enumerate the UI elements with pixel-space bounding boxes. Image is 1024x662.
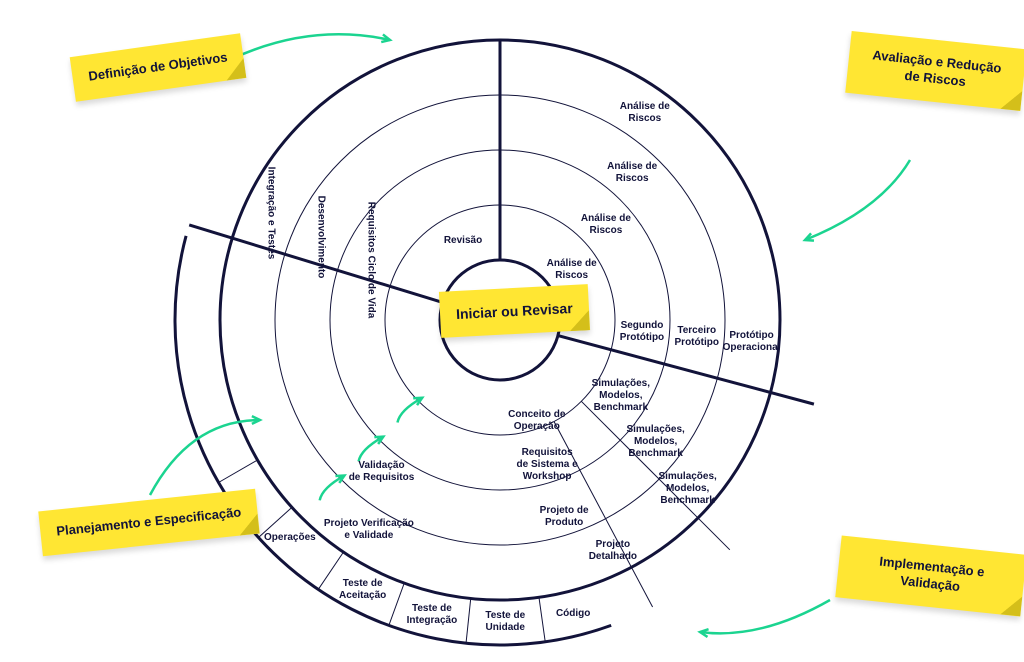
spiral-diagram: Definição de Objetivos Avaliação e Reduç…: [0, 0, 1024, 662]
sticky-center: Iniciar ou Revisar: [439, 284, 590, 338]
